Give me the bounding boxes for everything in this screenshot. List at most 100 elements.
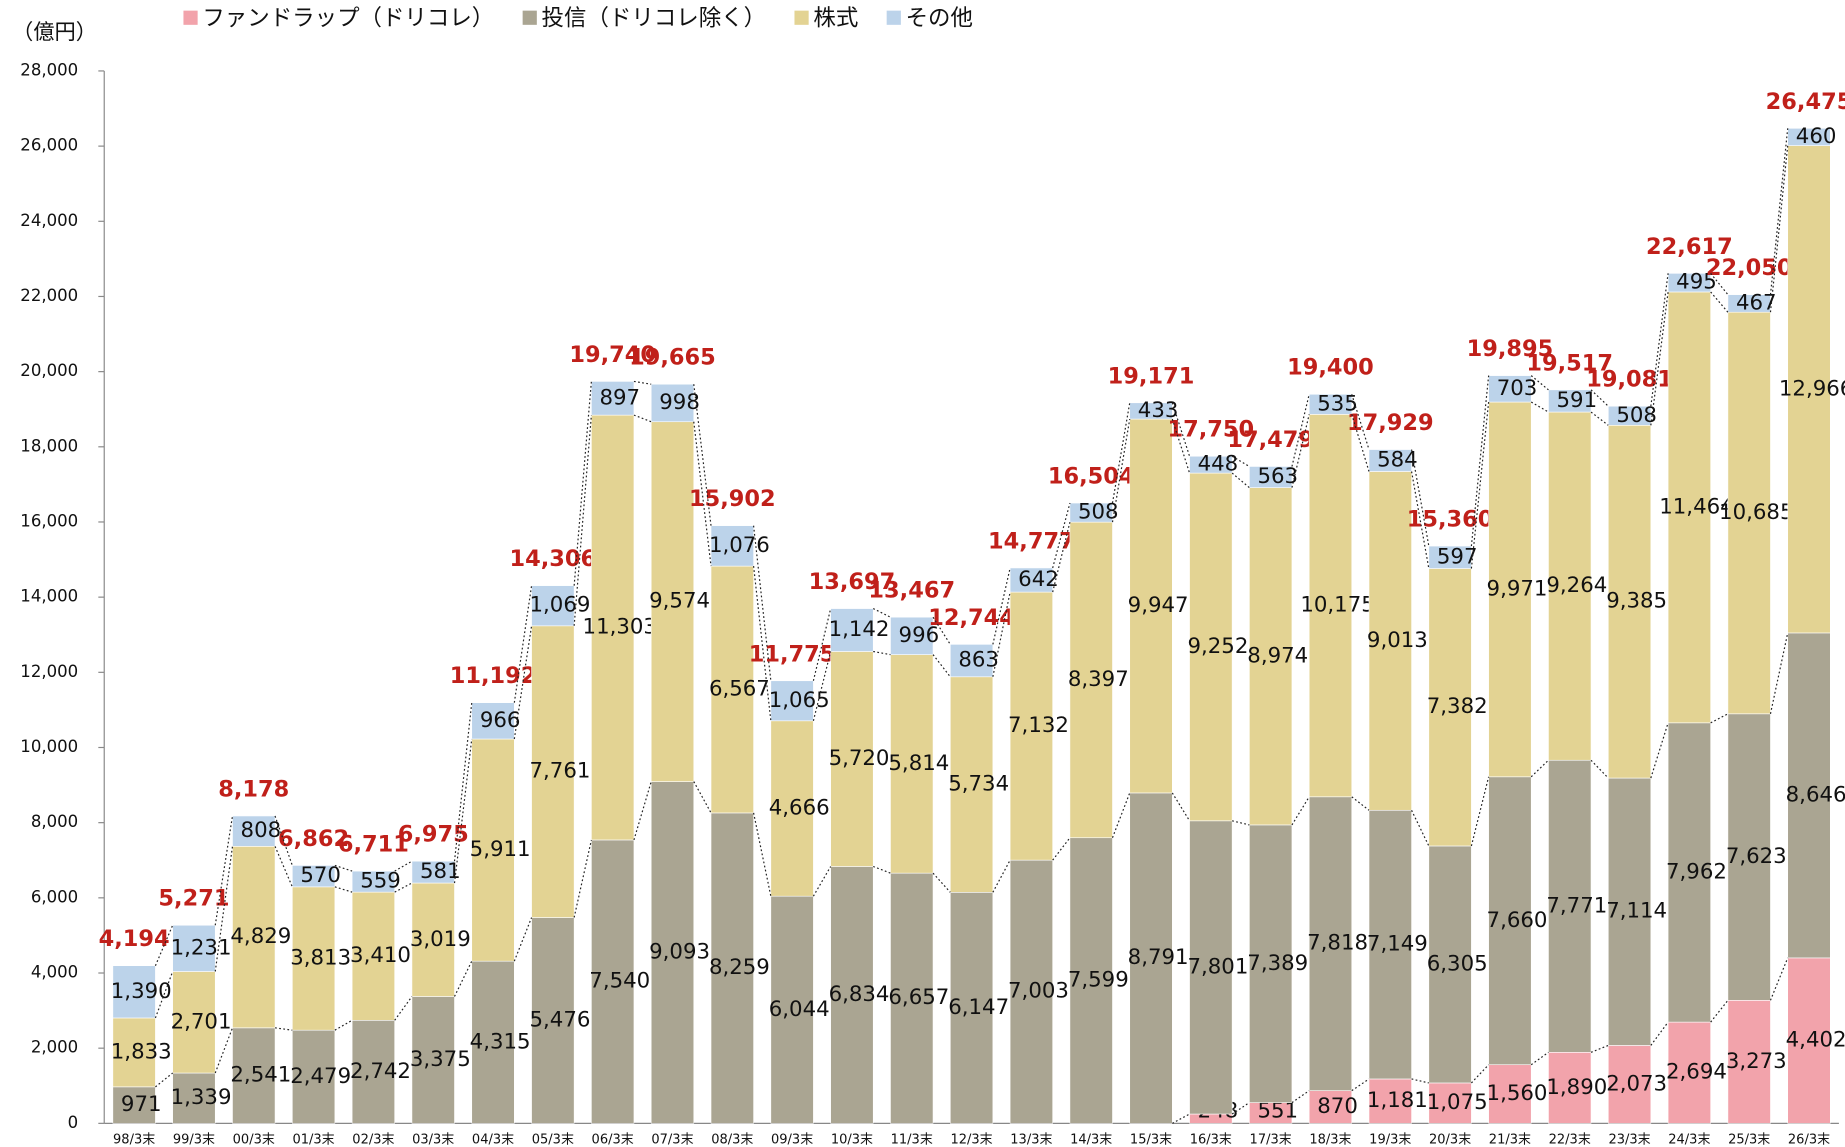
- total-label: 13,467: [868, 578, 955, 604]
- x-tick-label: 01/3末: [292, 1132, 334, 1147]
- data-label: 7,660: [1487, 908, 1548, 933]
- bar-segment: [1129, 418, 1173, 794]
- data-label: 863: [958, 648, 999, 673]
- bar-segment: [1488, 401, 1532, 778]
- data-label: 1,231: [171, 935, 232, 960]
- x-tick-label: 26/3末: [1788, 1132, 1830, 1147]
- bar-segment: [770, 895, 814, 1124]
- connector: [1710, 272, 1729, 296]
- data-label: 5,476: [530, 1007, 591, 1032]
- data-label: 448: [1198, 452, 1239, 477]
- bar-segment: [292, 865, 336, 888]
- x-tick-label: 17/3末: [1250, 1132, 1292, 1147]
- total-label: 6,862: [278, 826, 349, 852]
- legend-swatch: [522, 10, 537, 25]
- connector: [1710, 713, 1729, 724]
- connector: [1351, 414, 1370, 472]
- connector: [1470, 401, 1490, 569]
- bar-segment: [292, 886, 336, 1031]
- data-label: 1,181: [1367, 1088, 1428, 1113]
- connector: [633, 414, 652, 423]
- data-label: 971: [121, 1092, 162, 1117]
- data-label: 9,947: [1128, 593, 1189, 618]
- x-tick-label: 99/3末: [173, 1132, 215, 1147]
- bar-segment: [172, 971, 216, 1074]
- connector: [513, 585, 533, 703]
- connector: [274, 1027, 293, 1031]
- connector: [1590, 411, 1609, 426]
- connector: [932, 654, 951, 678]
- data-label: 10,175: [1300, 593, 1374, 618]
- bar-segment: [830, 608, 874, 652]
- bar-segment: [1667, 722, 1711, 1023]
- data-label: 12,966: [1779, 376, 1845, 401]
- x-tick-label: 18/3末: [1309, 1132, 1351, 1147]
- data-label: 966: [480, 708, 521, 733]
- legend-swatch: [886, 10, 901, 25]
- data-label: 7,623: [1726, 844, 1787, 869]
- data-label: 467: [1736, 290, 1777, 315]
- total-label: 14,777: [988, 528, 1075, 554]
- bar-segment: [1308, 796, 1353, 1091]
- connector: [872, 608, 891, 618]
- total-label: 6,975: [398, 822, 469, 848]
- data-label: 642: [1018, 567, 1059, 592]
- total-label: 11,775: [749, 641, 836, 667]
- y-tick-label: 10,000: [20, 737, 78, 756]
- connector: [1650, 291, 1669, 426]
- data-label: 5,911: [470, 837, 531, 862]
- data-label: 1,390: [111, 979, 172, 1004]
- bar-segment: [1607, 777, 1652, 1046]
- data-label: 6,044: [769, 997, 830, 1022]
- legend-label: その他: [906, 5, 973, 31]
- bar-segment: [890, 872, 934, 1124]
- data-label: 9,252: [1187, 634, 1248, 659]
- bar-segment: [172, 1072, 216, 1124]
- y-tick-label: 28,000: [20, 60, 78, 79]
- bar-segment: [1787, 632, 1831, 959]
- connector: [573, 381, 592, 586]
- data-label: 9,093: [649, 939, 710, 964]
- data-label: 5,720: [829, 746, 890, 771]
- bar-segment: [591, 839, 635, 1124]
- data-label: 6,147: [948, 995, 1009, 1020]
- total-label: 4,194: [99, 926, 170, 952]
- x-tick-label: 02/3末: [352, 1132, 394, 1147]
- connector: [992, 591, 1011, 677]
- connector: [513, 625, 533, 740]
- bar-segment: [471, 738, 515, 962]
- connector: [1291, 414, 1310, 488]
- data-label: 4,666: [769, 795, 830, 820]
- total-label: 26,475: [1766, 89, 1845, 115]
- data-label: 2,701: [171, 1009, 232, 1034]
- bar-segment: [411, 882, 455, 997]
- connector: [1530, 401, 1549, 413]
- bar-segment: [1667, 273, 1711, 293]
- bar-segment: [591, 414, 635, 841]
- data-label: 2,479: [290, 1064, 351, 1089]
- data-label: 6,834: [829, 982, 890, 1007]
- bar-segment: [650, 781, 695, 1124]
- connector: [1650, 722, 1669, 779]
- data-label: 2,694: [1666, 1060, 1727, 1085]
- data-label: 7,599: [1068, 968, 1129, 993]
- bar-segment: [172, 924, 216, 972]
- data-label: 2,742: [350, 1059, 411, 1084]
- legend-label: 株式: [813, 5, 858, 31]
- data-label: 9,013: [1367, 628, 1428, 653]
- x-tick-label: 10/3末: [831, 1132, 873, 1147]
- y-tick-label: 20,000: [20, 361, 78, 380]
- y-tick-label: 18,000: [20, 436, 78, 455]
- connector: [1111, 792, 1131, 838]
- x-tick-label: 19/3末: [1369, 1132, 1411, 1147]
- data-label: 7,540: [589, 969, 650, 994]
- legend-swatch: [794, 10, 809, 25]
- x-tick-label: 13/3末: [1010, 1132, 1052, 1147]
- connector: [573, 839, 592, 918]
- data-label: 508: [1078, 500, 1119, 525]
- data-label: 7,003: [1008, 979, 1069, 1004]
- connector: [1111, 418, 1131, 523]
- data-label: 998: [659, 390, 700, 415]
- bar-segment: [1308, 393, 1353, 415]
- data-label: 3,410: [350, 943, 411, 968]
